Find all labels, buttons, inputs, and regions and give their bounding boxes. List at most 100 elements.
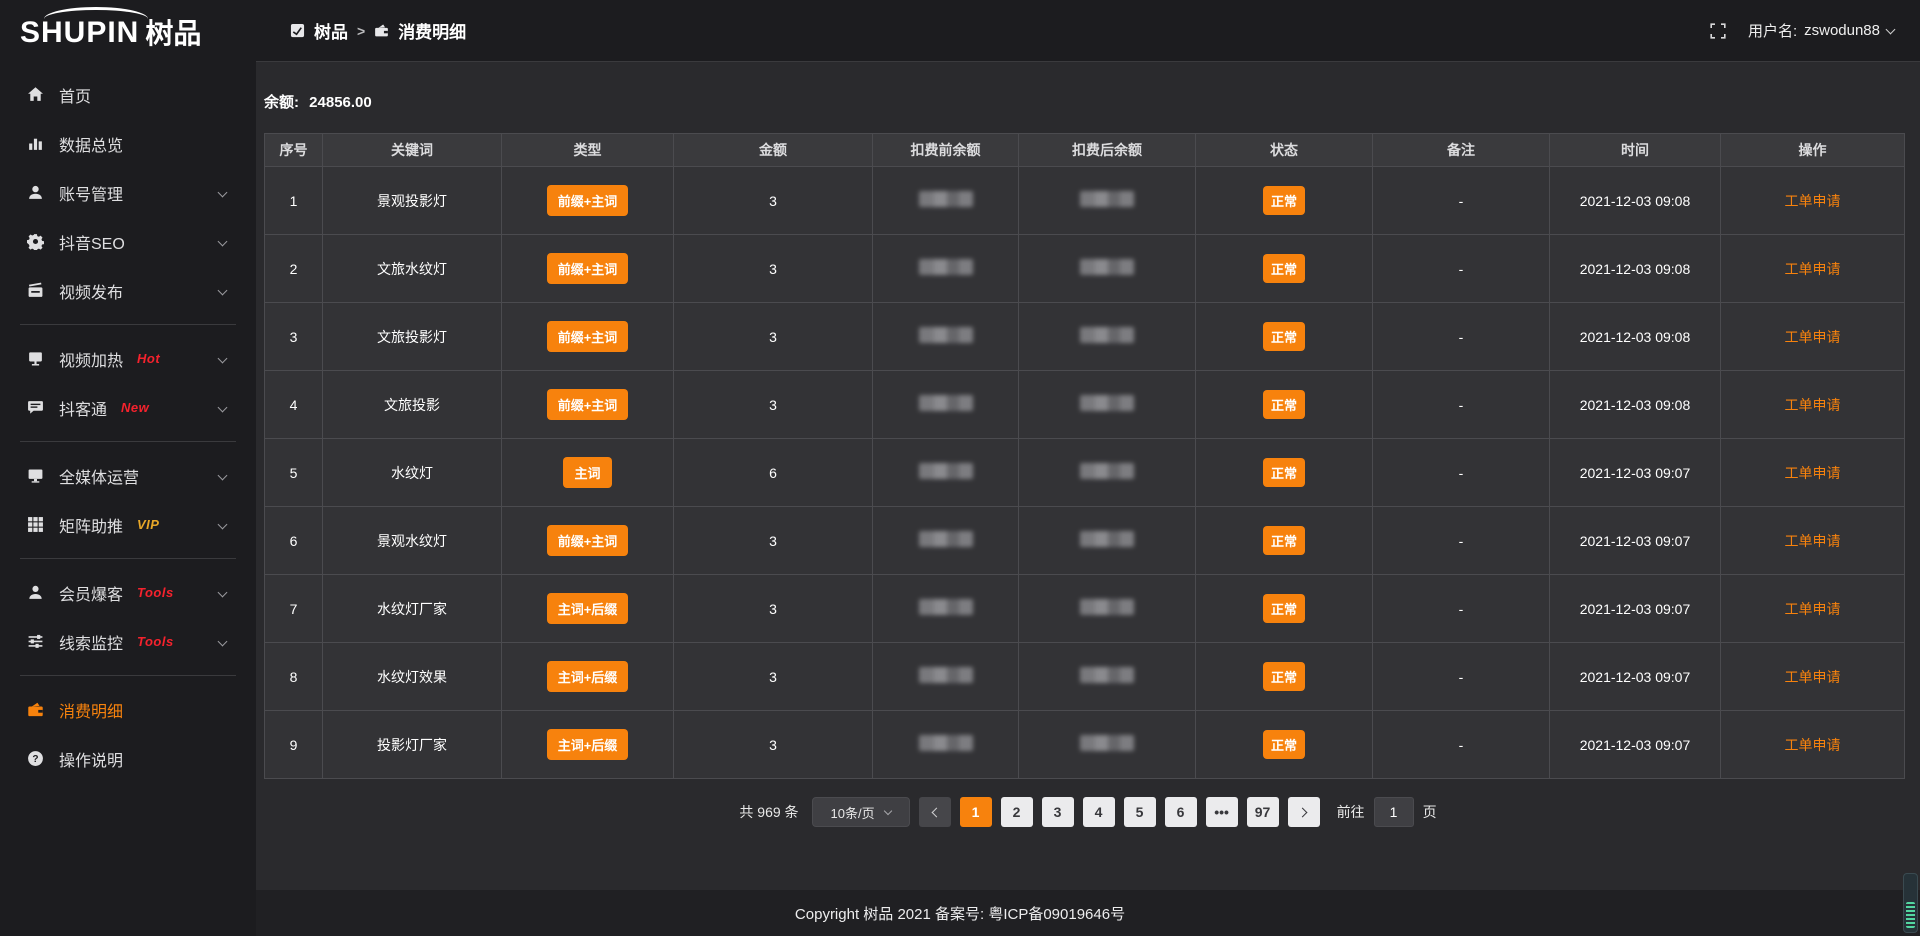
- table-row: 5 水纹灯 主词 6 正常 - 2021-12-03 09:07 工单申请: [264, 438, 1905, 507]
- sidebar-item-label: 全媒体运营: [59, 469, 140, 487]
- type-badge: 前缀+主词: [546, 389, 629, 420]
- work-order-link[interactable]: 工单申请: [1784, 260, 1841, 277]
- cell-amount: 3: [673, 506, 873, 575]
- work-order-link[interactable]: 工单申请: [1784, 192, 1841, 209]
- sidebar-item-label: 消费明细: [59, 703, 124, 721]
- cell-time: 2021-12-03 09:07: [1549, 710, 1721, 779]
- sidebar-item-douyin-seo[interactable]: 抖音SEO: [0, 217, 256, 266]
- sidebar-item-video-heat[interactable]: 视频加热 Hot: [0, 334, 256, 383]
- logo-text-en: SHUPIN: [20, 16, 140, 49]
- cell-amount: 3: [673, 642, 873, 711]
- logo-text-cn: 树品: [145, 18, 202, 49]
- cell-remark: -: [1372, 506, 1550, 575]
- sidebar-divider: [20, 558, 236, 559]
- cell-index: 2: [264, 234, 323, 303]
- cell-time: 2021-12-03 09:08: [1549, 302, 1721, 371]
- work-order-link[interactable]: 工单申请: [1784, 328, 1841, 345]
- sidebar-item-account[interactable]: 账号管理: [0, 168, 256, 217]
- page-button-97[interactable]: 97: [1246, 797, 1279, 827]
- work-order-link[interactable]: 工单申请: [1784, 532, 1841, 549]
- sidebar-item-label: 操作说明: [59, 752, 124, 770]
- page-size-select[interactable]: 10条/页: [811, 797, 910, 827]
- status-badge: 正常: [1262, 730, 1305, 759]
- work-order-link[interactable]: 工单申请: [1784, 736, 1841, 753]
- masked-balance-after: [1080, 667, 1134, 683]
- member-icon: [27, 584, 44, 601]
- sidebar-item-home[interactable]: 首页: [0, 70, 256, 119]
- cell-time: 2021-12-03 09:07: [1549, 642, 1721, 711]
- fullscreen-icon[interactable]: [1710, 22, 1726, 39]
- page-ellipsis-button[interactable]: •••: [1205, 797, 1238, 827]
- masked-balance-after: [1080, 463, 1134, 479]
- breadcrumb-root[interactable]: 树品: [314, 23, 348, 42]
- table-row: 2 文旅水纹灯 前缀+主词 3 正常 - 2021-12-03 09:08 工单…: [264, 234, 1905, 303]
- sidebar-item-label: 抖客通: [59, 401, 108, 419]
- col-index: 序号: [264, 133, 323, 167]
- sidebar-item-video-publish[interactable]: 视频发布: [0, 266, 256, 315]
- table-header-row: 序号 关键词 类型 金额 扣费前余额 扣费后余额 状态 备注 时间 操作: [264, 133, 1905, 167]
- sidebar-item-doukotong[interactable]: 抖客通 New: [0, 383, 256, 432]
- type-badge: 主词+后缀: [546, 661, 629, 692]
- cell-remark: -: [1372, 370, 1550, 439]
- goto-page-input[interactable]: [1373, 797, 1414, 827]
- work-order-link[interactable]: 工单申请: [1784, 668, 1841, 685]
- masked-balance-before: [918, 259, 973, 275]
- user-menu[interactable]: 用户名: zswodun88: [1747, 20, 1896, 41]
- masked-balance-before: [918, 327, 973, 343]
- sidebar-item-omni-media[interactable]: 全媒体运营: [0, 451, 256, 500]
- cell-keyword: 文旅水纹灯: [322, 234, 502, 303]
- type-badge: 前缀+主词: [546, 185, 629, 216]
- work-order-link[interactable]: 工单申请: [1784, 396, 1841, 413]
- prev-page-button[interactable]: [918, 797, 951, 827]
- masked-balance-before: [918, 735, 973, 751]
- col-keyword: 关键词: [322, 133, 502, 167]
- home-icon: [27, 86, 44, 103]
- consumption-table: 序号 关键词 类型 金额 扣费前余额 扣费后余额 状态 备注 时间 操作 1 景…: [264, 133, 1905, 779]
- chevron-left-icon: [931, 807, 942, 817]
- col-time: 时间: [1549, 133, 1721, 167]
- sidebar-item-consumption-detail[interactable]: 消费明细: [0, 685, 256, 734]
- chevron-down-icon: [217, 285, 228, 296]
- corner-widget[interactable]: [1903, 873, 1918, 933]
- table-row: 4 文旅投影 前缀+主词 3 正常 - 2021-12-03 09:08 工单申…: [264, 370, 1905, 439]
- table-row: 6 景观水纹灯 前缀+主词 3 正常 - 2021-12-03 09:07 工单…: [264, 506, 1905, 575]
- cell-remark: -: [1372, 438, 1550, 507]
- masked-balance-after: [1080, 531, 1134, 547]
- page-button-1[interactable]: 1: [959, 797, 992, 827]
- goto-label: 前往: [1336, 804, 1365, 820]
- table-row: 8 水纹灯效果 主词+后缀 3 正常 - 2021-12-03 09:07 工单…: [264, 642, 1905, 711]
- work-order-link[interactable]: 工单申请: [1784, 600, 1841, 617]
- cell-remark: -: [1372, 574, 1550, 643]
- masked-balance-after: [1080, 327, 1134, 343]
- top-header: 树品 > 消费明细 用户名: zswodun88: [256, 0, 1920, 62]
- sidebar-item-instructions[interactable]: ? 操作说明: [0, 734, 256, 783]
- cell-index: 9: [264, 710, 323, 779]
- sidebar-item-lead-monitor[interactable]: 线索监控 Tools: [0, 617, 256, 666]
- sidebar-item-matrix-boost[interactable]: 矩阵助推 VIP: [0, 500, 256, 549]
- page-button-3[interactable]: 3: [1041, 797, 1074, 827]
- status-badge: 正常: [1262, 526, 1305, 555]
- page-button-4[interactable]: 4: [1082, 797, 1115, 827]
- sidebar-item-member-burst[interactable]: 会员爆客 Tools: [0, 568, 256, 617]
- work-order-link[interactable]: 工单申请: [1784, 464, 1841, 481]
- page-button-5[interactable]: 5: [1123, 797, 1156, 827]
- status-badge: 正常: [1262, 458, 1305, 487]
- page-button-2[interactable]: 2: [1000, 797, 1033, 827]
- cell-index: 4: [264, 370, 323, 439]
- sidebar-item-label: 账号管理: [59, 186, 124, 204]
- status-badge: 正常: [1262, 594, 1305, 623]
- page-button-6[interactable]: 6: [1164, 797, 1197, 827]
- chevron-down-icon: [217, 353, 228, 364]
- cell-amount: 3: [673, 710, 873, 779]
- type-badge: 前缀+主词: [546, 321, 629, 352]
- breadcrumb-current: 消费明细: [398, 23, 467, 42]
- next-page-button[interactable]: [1287, 797, 1320, 827]
- sidebar-item-data-overview[interactable]: 数据总览: [0, 119, 256, 168]
- username-label: 用户名:: [1747, 23, 1798, 40]
- chevron-down-icon: [883, 806, 892, 815]
- hot-badge: Hot: [137, 351, 161, 366]
- cell-keyword: 景观水纹灯: [322, 506, 502, 575]
- col-action: 操作: [1720, 133, 1905, 167]
- cell-time: 2021-12-03 09:08: [1549, 166, 1721, 235]
- masked-balance-before: [918, 463, 973, 479]
